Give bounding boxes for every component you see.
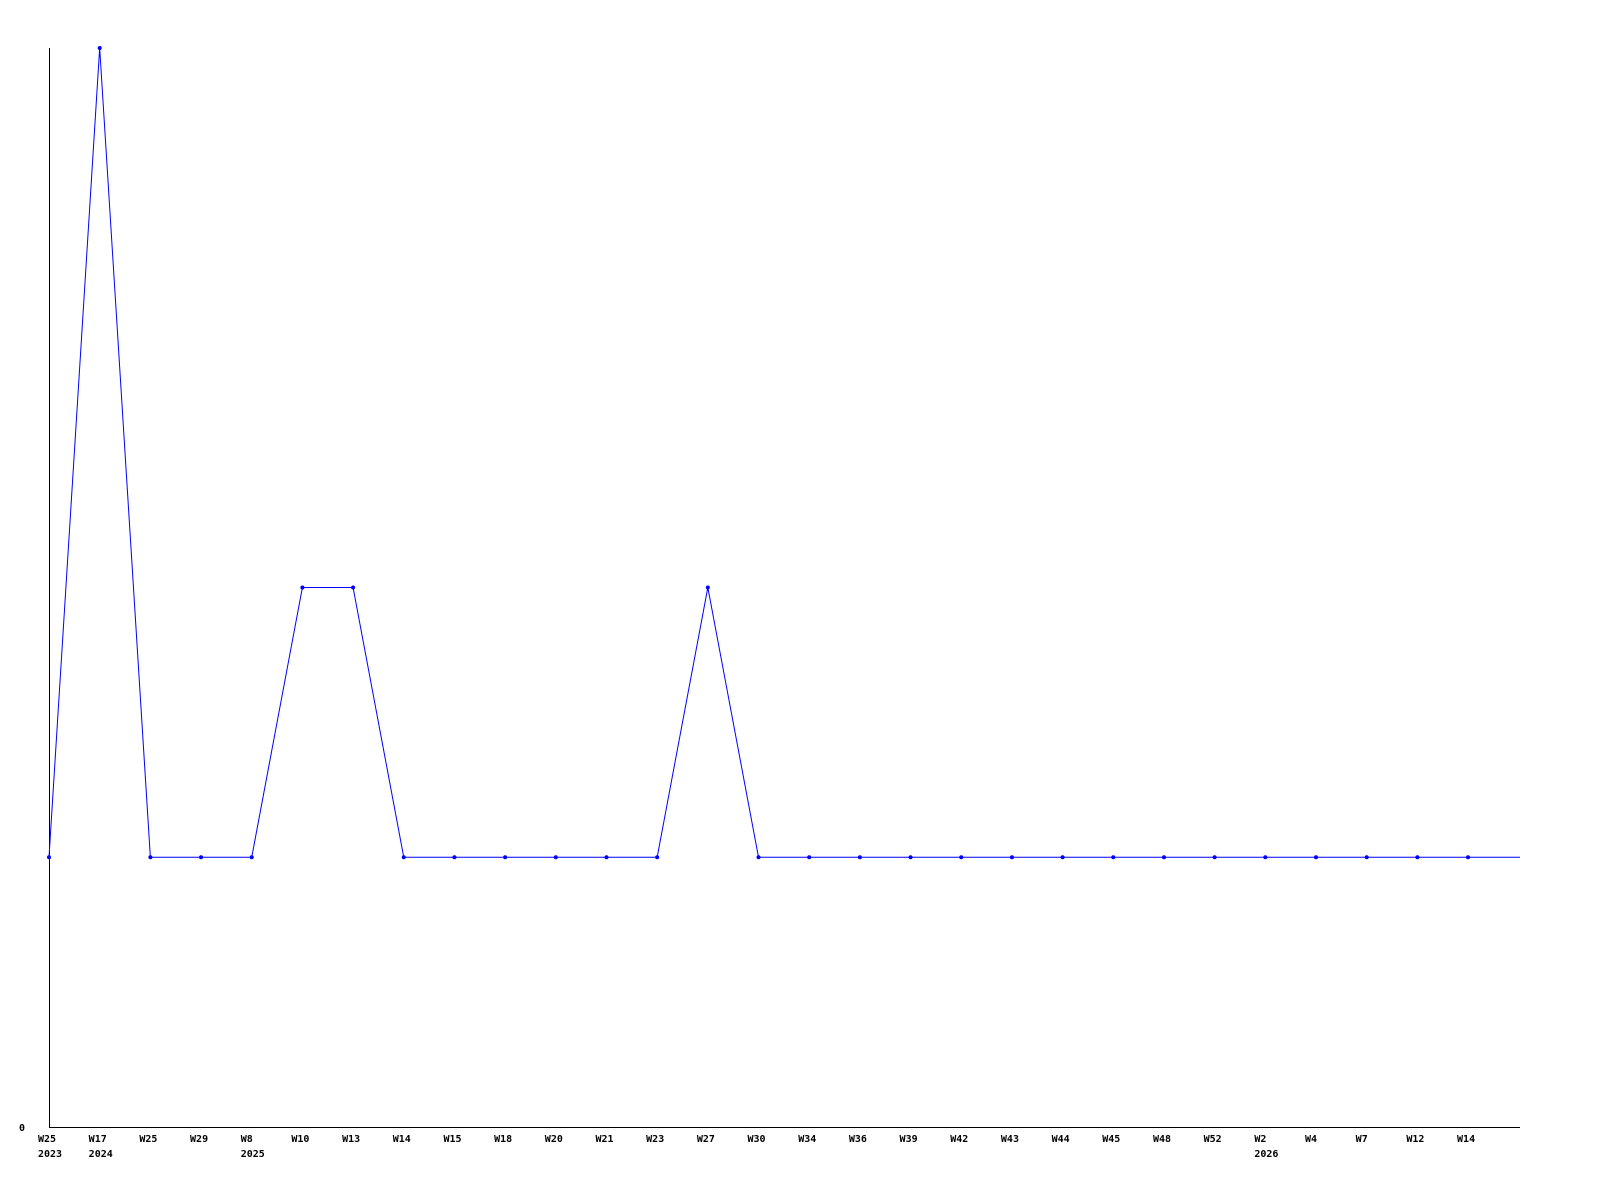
x-tick-label: W45	[1102, 1134, 1120, 1145]
data-point	[1263, 855, 1268, 860]
data-point	[1466, 855, 1471, 860]
x-tick-label: W27	[697, 1134, 715, 1145]
x-tick-label: W4	[1305, 1134, 1317, 1145]
data-point	[1111, 855, 1116, 860]
x-tick-label: W18	[494, 1134, 512, 1145]
data-point	[959, 855, 964, 860]
x-tick-label: W14	[1457, 1134, 1475, 1145]
x-tick-label: W42	[950, 1134, 968, 1145]
x-tick-label: W34	[798, 1134, 816, 1145]
x-tick-label: W44	[1052, 1134, 1070, 1145]
x-tick-label: W15	[443, 1134, 461, 1145]
x-tick-year-label: 2026	[1254, 1149, 1278, 1160]
data-point	[401, 855, 406, 860]
x-tick-label: W20	[545, 1134, 563, 1145]
x-tick-label: W10	[291, 1134, 309, 1145]
series-line-group	[47, 46, 1520, 860]
data-point	[47, 855, 51, 860]
data-point	[1060, 855, 1065, 860]
data-point	[199, 855, 204, 860]
x-tick-label: W21	[595, 1134, 613, 1145]
x-tick-label: W29	[190, 1134, 208, 1145]
x-tick-label: W43	[1001, 1134, 1019, 1145]
x-tick-year-label: 2025	[241, 1149, 265, 1160]
x-tick-label: W8	[241, 1134, 253, 1145]
y-tick-label: 0	[19, 1123, 25, 1134]
x-tick-label: W48	[1153, 1134, 1171, 1145]
data-point	[604, 855, 609, 860]
data-point	[351, 585, 356, 590]
x-tick-label: W30	[748, 1134, 766, 1145]
x-tick-label: W36	[849, 1134, 867, 1145]
x-tick-label: W2	[1254, 1134, 1266, 1145]
data-point	[1364, 855, 1369, 860]
data-point	[148, 855, 153, 860]
x-tick-label: W14	[393, 1134, 411, 1145]
data-point	[705, 585, 710, 590]
x-tick-label: W17	[89, 1134, 107, 1145]
data-point	[908, 855, 913, 860]
data-point	[756, 855, 761, 860]
data-point	[1161, 855, 1166, 860]
data-point	[503, 855, 508, 860]
data-point	[807, 855, 812, 860]
x-tick-label: W13	[342, 1134, 360, 1145]
x-tick-label: W23	[646, 1134, 664, 1145]
x-tick-label: W52	[1204, 1134, 1222, 1145]
data-point	[857, 855, 862, 860]
x-tick-year-label: 2024	[89, 1149, 113, 1160]
data-point	[300, 585, 305, 590]
data-point	[1009, 855, 1014, 860]
x-tick-labels: W25 2023 W17 2024 W25 W29 W8 2025 W10 W13 W14 W15 W1…	[38, 1134, 1475, 1160]
x-tick-label: W12	[1406, 1134, 1424, 1145]
data-point	[553, 855, 558, 860]
x-tick-year-label: 2023	[38, 1149, 62, 1160]
data-point	[452, 855, 457, 860]
data-point	[1212, 855, 1217, 860]
data-point	[97, 46, 102, 50]
x-tick-label: W25	[139, 1134, 157, 1145]
x-tick-label: W39	[900, 1134, 918, 1145]
data-point	[1415, 855, 1420, 860]
series-line	[48, 47, 1520, 858]
x-tick-label: W25	[38, 1134, 56, 1145]
data-point	[1314, 855, 1318, 860]
data-point	[249, 855, 254, 860]
data-point	[655, 855, 660, 860]
x-tick-label: W7	[1356, 1134, 1368, 1145]
